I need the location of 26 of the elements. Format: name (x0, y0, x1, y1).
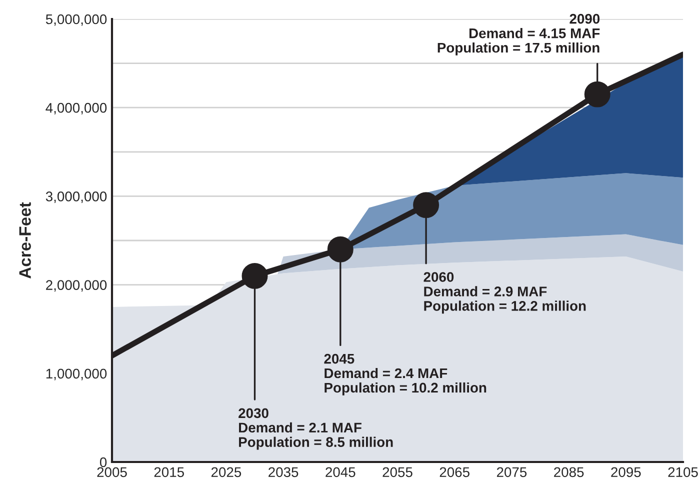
y-axis-title: Acre-Feet (19, 202, 31, 279)
annotation: 2030 Demand = 2.1 MAF Population = 8.5 million (238, 408, 393, 450)
y-tick-label: 4,000,000 (46, 102, 107, 114)
annotation: 2045 Demand = 2.4 MAF Population = 10.2 million (324, 354, 486, 396)
x-tick-label: 2075 (496, 467, 527, 478)
y-tick-label: 2,000,000 (46, 280, 107, 292)
y-tick-label: 5,000,000 (46, 14, 107, 26)
x-tick-label: 2035 (268, 467, 298, 478)
x-tick-label: 2065 (440, 467, 470, 478)
x-tick-label: 2005 (97, 467, 127, 478)
y-tick-label: 3,000,000 (46, 192, 107, 204)
x-tick-label: 2095 (611, 467, 641, 478)
point (413, 192, 440, 218)
point (242, 262, 268, 289)
y-tick-label: 0 (100, 457, 107, 468)
x-tick-label: 2085 (554, 467, 584, 478)
x-tick-label: 2015 (154, 467, 184, 478)
x-tick-label: 2045 (326, 467, 356, 478)
point (584, 81, 610, 108)
x-tick-label: 2025 (211, 467, 242, 478)
x-tick-label: 2105 (668, 467, 698, 478)
y-tick-label: 1,000,000 (46, 368, 107, 380)
annotation: 2060 Demand = 2.9 MAF Population = 12.2 million (424, 272, 586, 314)
point (327, 236, 354, 262)
annotation: 2090 Demand = 4.15 MAF Population = 17.5 million (438, 14, 600, 56)
x-tick-label: 2055 (382, 467, 412, 478)
